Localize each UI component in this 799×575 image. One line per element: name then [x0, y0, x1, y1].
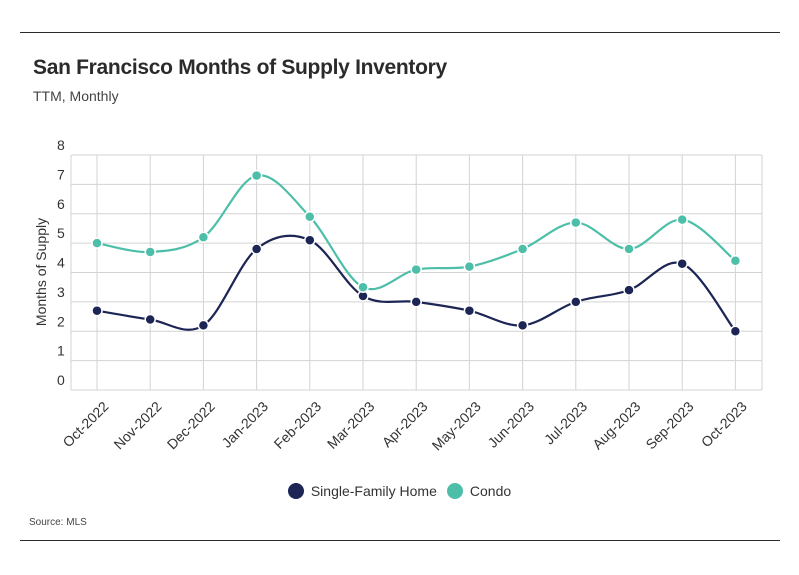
x-tick-label: Mar-2023 [324, 398, 378, 452]
chart-title: San Francisco Months of Supply Inventory [33, 56, 447, 79]
data-point-condo [250, 169, 263, 182]
data-point-single-family-home [516, 319, 529, 332]
data-point-condo [676, 213, 688, 226]
x-tick-label: Sep-2023 [642, 398, 696, 452]
x-tick-label: Aug-2023 [589, 398, 643, 452]
data-point-single-family-home [410, 296, 422, 308]
legend-label-single-family: Single-Family Home [310, 483, 437, 499]
y-tick-label: 6 [57, 196, 65, 212]
data-point-single-family-home [729, 325, 742, 337]
grid [70, 154, 763, 391]
data-point-single-family-home [623, 284, 635, 296]
y-tick-label: 8 [57, 137, 65, 153]
x-tick-label: Jun-2023 [484, 398, 537, 451]
chart-subtitle: TTM, Monthly [33, 88, 119, 104]
data-point-condo [410, 263, 422, 276]
y-tick-label: 0 [57, 372, 65, 388]
data-point-condo [623, 243, 635, 255]
x-tick-label: Oct-2022 [59, 398, 111, 450]
x-tick-label: Jan-2023 [218, 398, 271, 451]
bottom-rule [20, 540, 780, 541]
x-tick-label: Apr-2023 [379, 398, 431, 450]
x-tick-label: Dec-2022 [164, 398, 218, 452]
data-point-single-family-home [676, 257, 688, 270]
data-point-single-family-home [91, 304, 103, 317]
top-rule [20, 32, 780, 33]
data-point-condo [304, 210, 316, 223]
x-tick-label: Jul-2023 [541, 398, 590, 447]
legend-marker-single-family [287, 483, 304, 499]
legend-label-condo: Condo [469, 483, 512, 499]
series-layer [91, 169, 742, 337]
data-point-single-family-home [463, 304, 476, 317]
y-tick-label: 7 [57, 166, 65, 182]
legend-item-single-family: Single-Family Home [287, 483, 437, 499]
data-point-condo [729, 255, 742, 267]
data-point-condo [91, 237, 103, 249]
data-point-single-family-home [250, 243, 263, 255]
y-tick-label: 3 [57, 284, 65, 300]
data-point-condo [570, 216, 582, 229]
legend-item-condo: Condo [446, 483, 512, 499]
legend-marker-condo [446, 483, 463, 499]
data-point-single-family-home [197, 319, 210, 332]
data-point-condo [463, 260, 476, 273]
data-point-single-family-home [570, 296, 582, 308]
data-point-condo [197, 231, 210, 243]
source-note: Source: MLS [29, 517, 87, 528]
legend: Single-Family Home Condo [0, 483, 799, 499]
data-point-condo [516, 243, 529, 255]
data-point-single-family-home [144, 313, 156, 326]
x-tick-label: Feb-2023 [271, 398, 325, 452]
y-tick-label: 1 [57, 343, 65, 359]
y-axis-ticks: 0 1 2 3 4 5 6 7 8 [57, 137, 65, 388]
x-tick-label: May-2023 [429, 398, 484, 453]
x-tick-label: Nov-2022 [110, 398, 164, 452]
y-tick-label: 5 [57, 225, 65, 241]
y-tick-label: 4 [57, 255, 65, 271]
data-point-condo [357, 281, 369, 293]
y-tick-label: 2 [57, 313, 65, 329]
data-point-condo [144, 246, 156, 258]
data-point-single-family-home [304, 234, 316, 246]
x-tick-label: Oct-2023 [698, 398, 750, 450]
line-chart: 0 1 2 3 4 5 6 7 8 Months of Supply Oct-2022Nov-2… [33, 137, 763, 454]
y-axis-label: Months of Supply [33, 218, 49, 326]
